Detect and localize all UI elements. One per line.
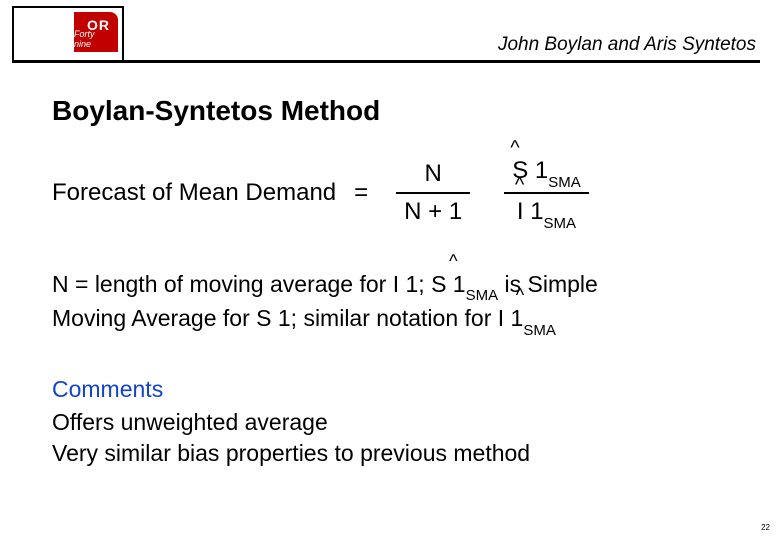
slide-title: Boylan-Syntetos Method xyxy=(52,95,750,127)
logo-text-sub: Forty nine xyxy=(74,29,112,49)
hat-icon: ^ xyxy=(516,291,524,299)
authors-line: John Boylan and Aris Syntetos xyxy=(498,34,756,56)
equals-sign: = xyxy=(354,179,368,207)
explanation: N = length of moving average for I 1; ^S… xyxy=(52,269,750,339)
logo: OR Forty nine xyxy=(12,6,124,62)
slide: OR Forty nine John Boylan and Aris Synte… xyxy=(0,0,780,540)
logo-badge: OR Forty nine xyxy=(74,12,118,52)
inline-i1sma: ^I 1SMA xyxy=(498,303,556,338)
comments-heading: Comments xyxy=(52,376,750,403)
comments-line-2: Very similar bias properties to previous… xyxy=(52,438,750,469)
s1-main-inline: S 1 xyxy=(431,271,466,297)
s1-sub-inline: SMA xyxy=(466,287,499,304)
fraction-n: N N + 1 xyxy=(396,160,470,226)
fraction-s-denominator: ^ I 1SMA xyxy=(509,194,584,229)
page-number: 22 xyxy=(761,523,770,532)
comments-line-1: Offers unweighted average xyxy=(52,407,750,438)
i1-main-inline: I 1 xyxy=(498,305,524,331)
fraction-s: ^ S 1SMA ^ I 1SMA xyxy=(504,157,589,229)
header: OR Forty nine John Boylan and Aris Synte… xyxy=(0,0,780,65)
i1-main: I 1 xyxy=(517,198,544,225)
formula: Forecast of Mean Demand = N N + 1 ^ S 1S… xyxy=(52,157,750,229)
inline-s1sma: ^S 1SMA xyxy=(431,269,498,304)
fraction-n-numerator: N xyxy=(417,160,450,192)
formula-lhs: Forecast of Mean Demand xyxy=(52,179,336,207)
explain-part-1: N = length of moving average for I 1; xyxy=(52,271,431,297)
hat-icon: ^ xyxy=(449,257,457,265)
fraction-n-denominator: N + 1 xyxy=(396,194,470,226)
i1-sub: SMA xyxy=(544,215,577,232)
i1-sub-inline: SMA xyxy=(523,322,556,339)
explain-part-2: is Simple xyxy=(498,271,598,297)
content: Boylan-Syntetos Method Forecast of Mean … xyxy=(52,95,750,469)
header-divider xyxy=(12,60,760,63)
explain-part-3: Moving Average for S 1; similar notation… xyxy=(52,305,498,331)
hat-icon: ^ xyxy=(510,143,519,153)
s1-sub: SMA xyxy=(548,174,581,191)
hat-icon: ^ xyxy=(515,180,524,190)
